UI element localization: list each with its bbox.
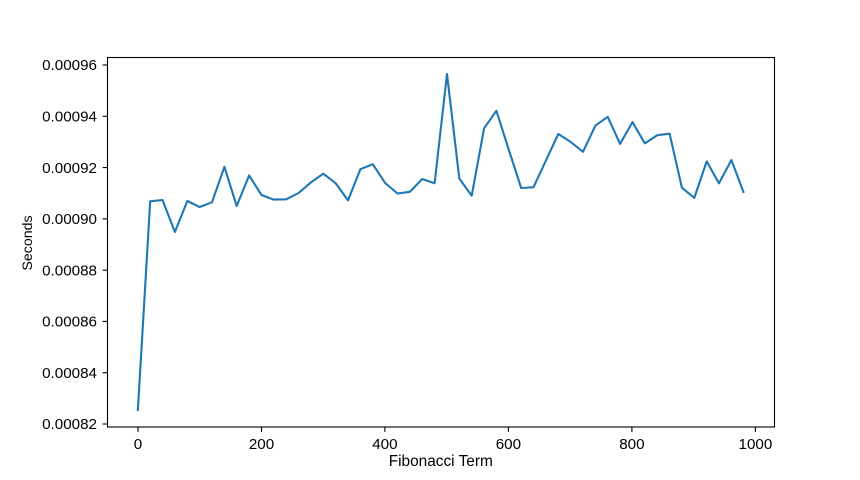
svg-text:0.00086: 0.00086 <box>42 314 97 331</box>
svg-text:Seconds: Seconds <box>20 215 36 270</box>
svg-text:0.00082: 0.00082 <box>42 416 97 433</box>
svg-text:0: 0 <box>134 436 142 453</box>
svg-text:600: 600 <box>496 436 521 453</box>
svg-text:0.00090: 0.00090 <box>42 211 97 228</box>
svg-text:0.00084: 0.00084 <box>42 365 97 382</box>
svg-text:0.00092: 0.00092 <box>42 160 97 177</box>
svg-text:0.00088: 0.00088 <box>42 262 97 279</box>
svg-text:400: 400 <box>372 436 397 453</box>
svg-text:1000: 1000 <box>739 436 773 453</box>
svg-text:0.00096: 0.00096 <box>42 57 97 74</box>
svg-text:800: 800 <box>619 436 644 453</box>
svg-text:0.00094: 0.00094 <box>42 109 97 126</box>
svg-text:200: 200 <box>249 436 274 453</box>
svg-text:Fibonacci Term: Fibonacci Term <box>389 453 493 470</box>
